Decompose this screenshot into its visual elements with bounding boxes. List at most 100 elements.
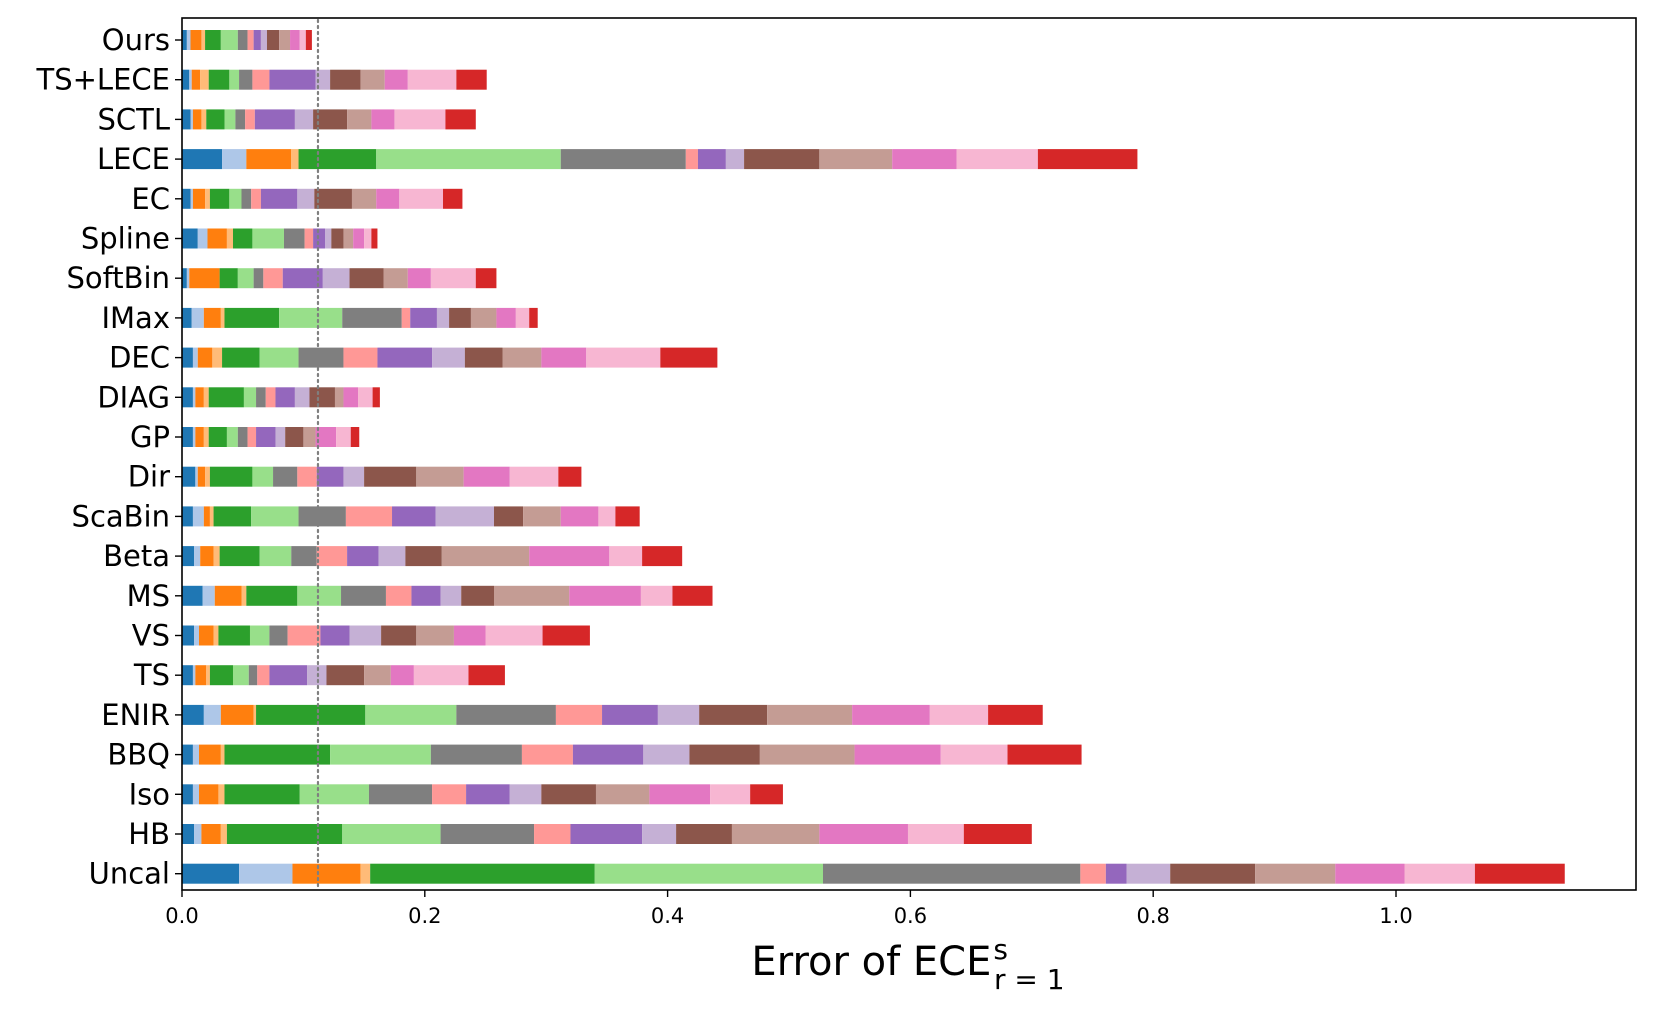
bar-segment — [299, 784, 369, 805]
bar-segment — [182, 188, 191, 209]
bar-segment — [365, 704, 457, 725]
bar-row — [182, 784, 783, 805]
bar-segment — [269, 69, 316, 90]
bar-segment — [515, 307, 530, 328]
bar-segment — [213, 546, 220, 567]
bar-segment — [212, 347, 223, 368]
bar-row — [182, 149, 1138, 170]
bar-segment — [494, 585, 570, 606]
bar-segment — [750, 784, 783, 805]
bar-row — [182, 387, 380, 408]
bar-segment — [697, 149, 726, 170]
bar-segment — [1170, 863, 1256, 884]
y-tick-label: IMax — [101, 301, 170, 335]
bar-segment — [182, 546, 195, 567]
bar-segment — [731, 824, 820, 844]
y-tick-label: Uncal — [89, 857, 170, 891]
bar-segment — [252, 69, 270, 90]
bar-segment — [237, 268, 254, 289]
bar-segment — [822, 863, 1081, 884]
bar-segment — [201, 109, 207, 130]
y-tick-label: LECE — [97, 142, 170, 176]
bar-segment — [192, 109, 202, 130]
bar-row — [182, 863, 1565, 884]
bar-segment — [440, 824, 535, 844]
bar-segment — [194, 824, 202, 844]
bar-segment — [376, 188, 400, 209]
bar-segment — [464, 347, 503, 368]
bar-segment — [241, 188, 252, 209]
bar-segment — [334, 387, 344, 408]
bar-segment — [245, 109, 255, 130]
y-tick-label: Dir — [128, 460, 170, 494]
x-tick-label: 0.8 — [1136, 904, 1169, 928]
bar-segment — [239, 69, 253, 90]
bar-segment — [351, 188, 377, 209]
bar-segment — [963, 824, 1032, 844]
x-axis-label-subscript: r = 1 — [994, 963, 1065, 996]
bar-segment — [191, 69, 201, 90]
bar-segment — [256, 387, 266, 408]
bar-segment — [347, 109, 372, 130]
bar-segment — [303, 427, 316, 447]
bar-segment — [263, 268, 283, 289]
bar-segment — [440, 585, 462, 606]
bar-segment — [247, 30, 254, 50]
bar-segment — [394, 109, 446, 130]
bar-segment — [194, 625, 199, 646]
x-axis-label-main: Error of ECE — [751, 939, 991, 985]
bar-segment — [297, 188, 315, 209]
bar-row — [182, 109, 476, 130]
bar-segment — [315, 427, 337, 447]
bar-segment — [699, 704, 768, 725]
bar-segment — [689, 744, 760, 765]
bar-segment — [205, 466, 210, 487]
bar-segment — [336, 427, 351, 447]
bar-segment — [529, 546, 610, 567]
bar-segment — [929, 704, 989, 725]
bar-segment — [360, 69, 385, 90]
bar-segment — [246, 585, 298, 606]
bar-segment — [370, 863, 595, 884]
bar-segment — [509, 784, 542, 805]
bar-segment — [343, 228, 354, 249]
bar-segment — [195, 665, 207, 686]
y-tick-label: SoftBin — [66, 261, 170, 295]
bar-segment — [364, 228, 372, 249]
bar-segment — [192, 744, 199, 765]
y-tick-label: Ours — [102, 23, 170, 57]
bar-segment — [541, 347, 587, 368]
bar-segment — [940, 744, 1008, 765]
bar-segment — [342, 824, 441, 844]
bar-segment — [819, 824, 908, 844]
bar-segment — [208, 387, 244, 408]
bar-segment — [642, 824, 677, 844]
bar-segment — [1007, 744, 1082, 765]
bar-segment — [304, 228, 314, 249]
bar-segment — [432, 347, 465, 368]
bar-segment — [197, 347, 213, 368]
bar-segment — [542, 625, 590, 646]
y-tick-label: Iso — [129, 777, 170, 811]
bar-segment — [307, 665, 327, 686]
bar-segment — [343, 387, 359, 408]
x-axis-label-superscript: s — [993, 933, 1008, 966]
bar-segment — [534, 824, 571, 844]
bar-segment — [285, 427, 304, 447]
bar-segment — [685, 149, 698, 170]
bar-segment — [313, 109, 348, 130]
bar-segment — [251, 506, 299, 527]
bar-segment — [235, 109, 246, 130]
bar-segment — [279, 307, 343, 328]
bar-segment — [555, 704, 603, 725]
bar-segment — [248, 665, 258, 686]
bar-segment — [257, 665, 270, 686]
bar-segment — [182, 466, 196, 487]
bar-segment — [200, 546, 214, 567]
bar-segment — [343, 347, 378, 368]
bar-segment — [205, 30, 221, 50]
bar-segment — [186, 30, 191, 50]
y-tick-label: GP — [130, 420, 170, 454]
bar-segment — [353, 228, 365, 249]
